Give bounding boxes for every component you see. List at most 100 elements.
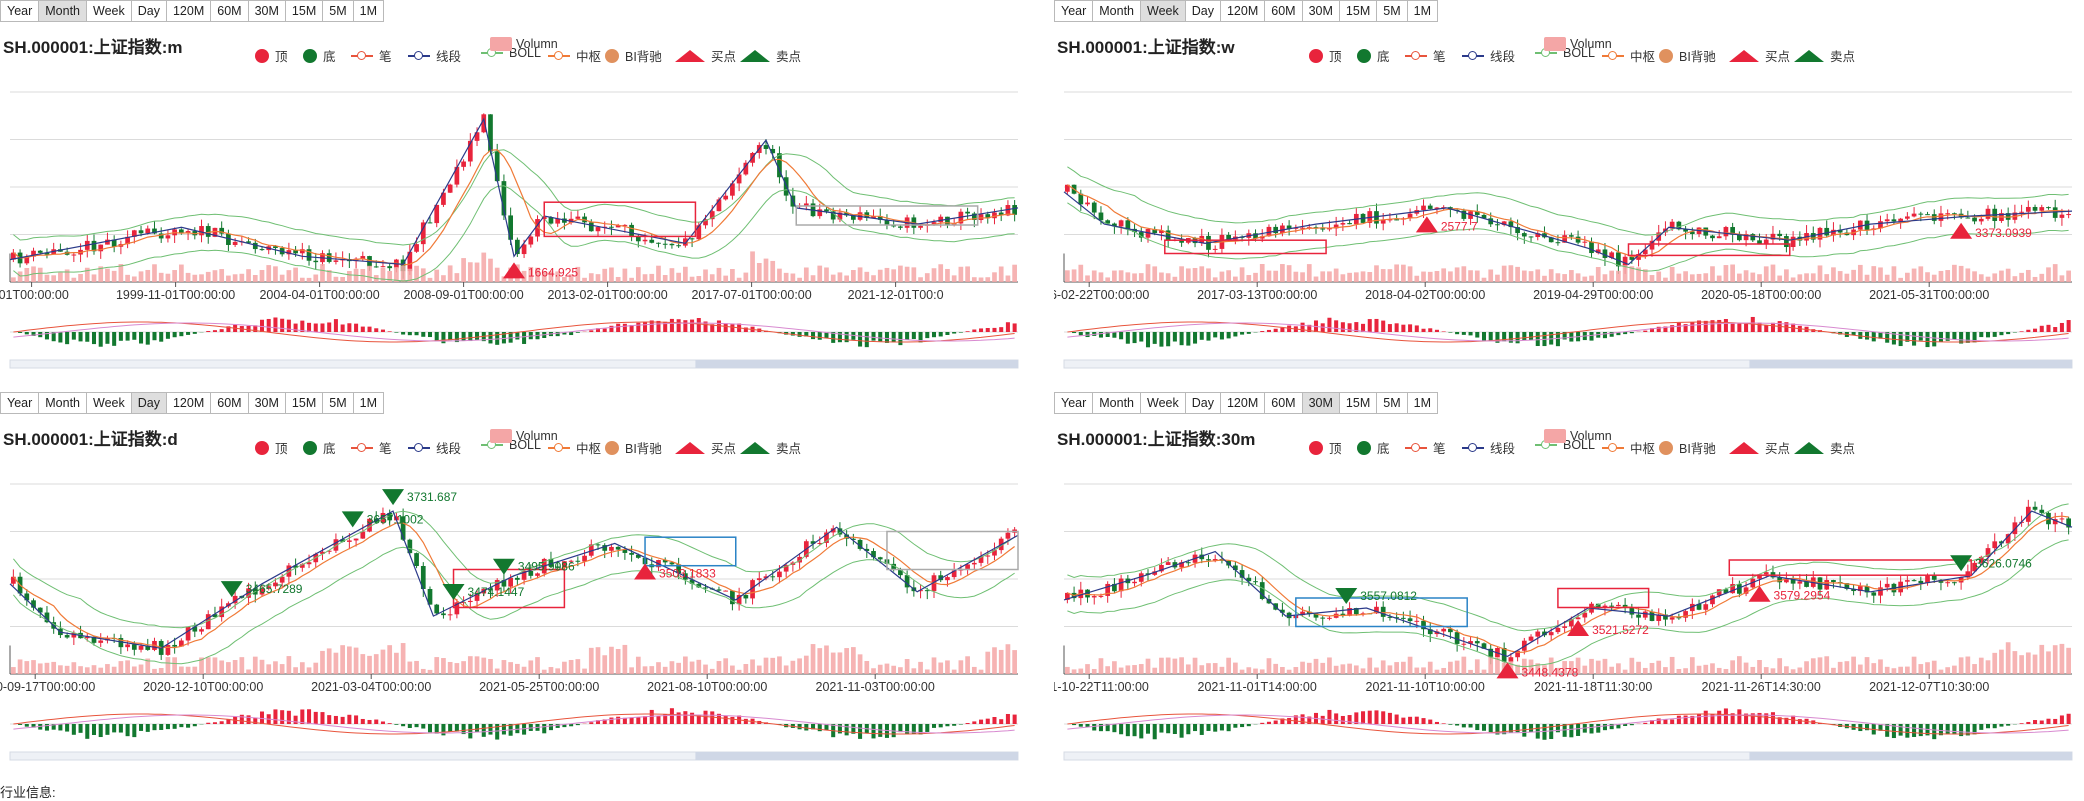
legend-sell[interactable]: 卖点 [1794, 46, 1855, 65]
macd-bar [294, 716, 298, 724]
volume-bar [1764, 266, 1769, 282]
macd-bar [354, 324, 358, 332]
volume-bar [112, 667, 117, 674]
tab-5m[interactable]: 5M [1376, 392, 1407, 414]
tab-week[interactable]: Week [86, 0, 132, 22]
tab-day[interactable]: Day [1185, 392, 1221, 414]
legend-buy[interactable]: 买点 [1729, 438, 1790, 457]
macd-bar [300, 709, 304, 724]
tab-60m[interactable]: 60M [1264, 392, 1302, 414]
tab-120m[interactable]: 120M [166, 0, 211, 22]
macd-bar [677, 712, 681, 724]
macd-bar [1999, 724, 2003, 727]
legend-segment[interactable]: 线段 [408, 438, 461, 457]
legend-segment[interactable]: 线段 [408, 46, 461, 65]
legend-bi[interactable]: 笔 [1405, 46, 1446, 65]
legend-buy[interactable]: 买点 [675, 46, 736, 65]
legend-sell[interactable]: 卖点 [740, 438, 801, 457]
legend-bottom[interactable]: 底 [1357, 438, 1390, 457]
tab-60m[interactable]: 60M [1264, 0, 1302, 22]
tab-30m[interactable]: 30M [248, 0, 286, 22]
tab-120m[interactable]: 120M [1220, 392, 1265, 414]
volume-bar [1381, 660, 1386, 674]
legend-top[interactable]: 顶 [1309, 46, 1342, 65]
tab-year[interactable]: Year [1054, 0, 1093, 22]
legend-sell[interactable]: 卖点 [1794, 438, 1855, 457]
legend-buy[interactable]: 买点 [675, 438, 736, 457]
volume-bar [293, 268, 298, 282]
candle-body [1421, 206, 1426, 210]
legend-top[interactable]: 顶 [1309, 438, 1342, 457]
legend-bi[interactable]: 笔 [351, 46, 392, 65]
legend-bi[interactable]: 笔 [351, 438, 392, 457]
legend-volume[interactable]: Volumn [1544, 429, 1612, 443]
tab-30m[interactable]: 30M [248, 392, 286, 414]
tab-15m[interactable]: 15M [1339, 0, 1377, 22]
tab-1m[interactable]: 1M [1407, 392, 1438, 414]
legend-volume[interactable]: Volumn [1544, 37, 1612, 51]
tab-15m[interactable]: 15M [285, 0, 323, 22]
tab-60m[interactable]: 60M [210, 392, 248, 414]
legend-bi-divergence[interactable]: BI背驰 [605, 438, 662, 457]
tab-day[interactable]: Day [131, 0, 167, 22]
tab-year[interactable]: Year [1054, 392, 1093, 414]
tab-year[interactable]: Year [0, 392, 39, 414]
volume-bar [18, 271, 23, 282]
volume-bar [959, 267, 964, 282]
tab-year[interactable]: Year [0, 0, 39, 22]
tab-1m[interactable]: 1M [353, 392, 384, 414]
legend-bi[interactable]: 笔 [1405, 438, 1446, 457]
legend-bottom[interactable]: 底 [1357, 46, 1390, 65]
volume-bar [145, 270, 150, 282]
tab-1m[interactable]: 1M [353, 0, 384, 22]
legend-buy[interactable]: 买点 [1729, 46, 1790, 65]
legend-segment[interactable]: 线段 [1462, 438, 1515, 457]
tab-120m[interactable]: 120M [1220, 0, 1265, 22]
tab-5m[interactable]: 5M [322, 0, 353, 22]
legend-bi-divergence[interactable]: BI背驰 [1659, 438, 1716, 457]
tab-15m[interactable]: 15M [285, 392, 323, 414]
legend-bi-divergence[interactable]: BI背驰 [1659, 46, 1716, 65]
volume-bar [1683, 668, 1688, 674]
legend-top[interactable]: 顶 [255, 438, 288, 457]
volume-bar [320, 264, 325, 282]
tab-month[interactable]: Month [38, 0, 87, 22]
macd-bar [1388, 713, 1392, 724]
macd-bar [569, 332, 573, 335]
tab-30m[interactable]: 30M [1302, 0, 1340, 22]
legend-volume[interactable]: Volumn [490, 37, 558, 51]
macd-bar [1079, 724, 1083, 727]
volume-bar [1125, 272, 1130, 282]
tab-week[interactable]: Week [1140, 0, 1186, 22]
tab-60m[interactable]: 60M [210, 0, 248, 22]
tab-5m[interactable]: 5M [322, 392, 353, 414]
legend-segment[interactable]: 线段 [1462, 46, 1515, 65]
legend-bi-divergence[interactable]: BI背驰 [605, 46, 662, 65]
volume-bar [246, 269, 251, 282]
legend-bottom[interactable]: 底 [303, 438, 336, 457]
candle-body [1576, 617, 1581, 619]
legend-volume[interactable]: Volumn [490, 429, 558, 443]
legend-bottom[interactable]: 底 [303, 46, 336, 65]
tab-30m[interactable]: 30M [1302, 392, 1340, 414]
tab-day[interactable]: Day [1185, 0, 1221, 22]
tab-month[interactable]: Month [1092, 0, 1141, 22]
tab-day[interactable]: Day [131, 392, 167, 414]
macd-bar [952, 724, 956, 726]
tab-month[interactable]: Month [1092, 392, 1141, 414]
tab-month[interactable]: Month [38, 392, 87, 414]
tab-week[interactable]: Week [86, 392, 132, 414]
tab-15m[interactable]: 15M [1339, 392, 1377, 414]
volume-bar [1374, 265, 1379, 282]
volume-bar [784, 665, 789, 674]
legend-top[interactable]: 顶 [255, 46, 288, 65]
tab-5m[interactable]: 5M [1376, 0, 1407, 22]
buy-point-marker [503, 262, 525, 278]
macd-bar [1200, 724, 1204, 735]
tab-1m[interactable]: 1M [1407, 0, 1438, 22]
tab-week[interactable]: Week [1140, 392, 1186, 414]
macd-bar [656, 716, 660, 724]
tab-120m[interactable]: 120M [166, 392, 211, 414]
legend-sell[interactable]: 卖点 [740, 46, 801, 65]
volume-bar [898, 667, 903, 674]
